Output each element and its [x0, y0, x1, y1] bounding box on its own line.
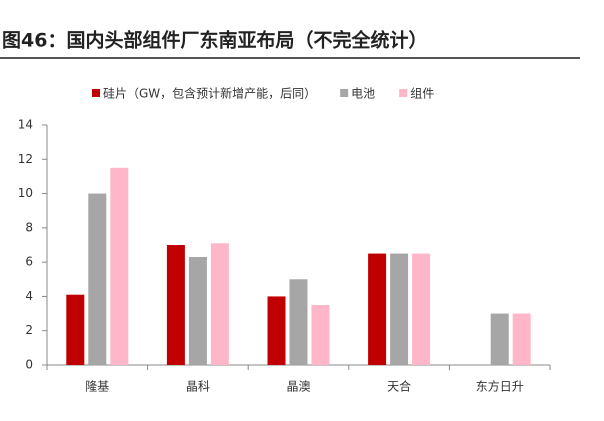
legend-label: 硅片（GW，包含预计新增产能，后同）: [103, 86, 316, 101]
y-tick-label: 6: [25, 255, 33, 269]
x-tick-label: 东方日升: [476, 379, 524, 394]
y-tick-label: 10: [18, 186, 33, 200]
chart-title: 图46：国内头部组件厂东南亚布局（不完全统计）: [2, 29, 427, 52]
y-tick-label: 8: [25, 220, 33, 234]
bar: [512, 313, 531, 365]
bar: [188, 257, 207, 365]
bar: [289, 279, 308, 365]
bar: [368, 253, 387, 365]
y-tick-label: 12: [18, 152, 33, 166]
y-tick-label: 4: [25, 289, 33, 303]
legend-label: 组件: [410, 87, 434, 101]
bar: [390, 253, 409, 365]
y-tick-label: 0: [25, 358, 33, 372]
bar: [88, 193, 107, 365]
bar: [490, 313, 509, 365]
bar: [210, 243, 229, 365]
x-tick-label: 晶科: [186, 380, 210, 394]
bar: [311, 305, 330, 365]
bar: [267, 296, 286, 365]
x-tick-label: 晶澳: [286, 380, 310, 394]
x-tick-label: 隆基: [85, 379, 109, 394]
bar: [412, 253, 431, 365]
bar: [166, 245, 185, 365]
legend-label: 电池: [351, 87, 375, 101]
legend-swatch: [399, 89, 408, 97]
x-tick-label: 天合: [387, 379, 411, 394]
legend-swatch: [340, 89, 349, 97]
bar: [110, 167, 129, 365]
y-tick-label: 2: [25, 323, 33, 337]
bar: [66, 294, 85, 365]
y-tick-label: 14: [18, 118, 33, 132]
legend-swatch: [92, 89, 100, 97]
